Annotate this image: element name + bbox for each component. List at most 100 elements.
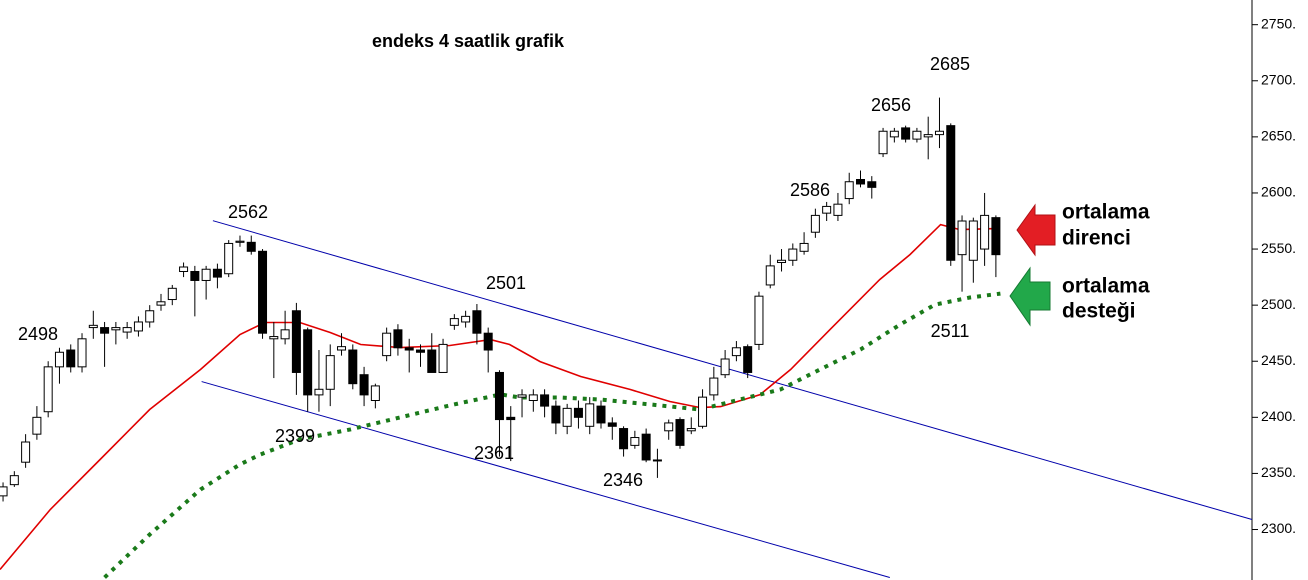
- candle-body: [788, 248, 798, 261]
- candle-body: [201, 268, 211, 281]
- candle-body: [698, 396, 708, 427]
- candle-body: [100, 327, 110, 334]
- y-tick-label: 2650.: [1261, 128, 1296, 144]
- candle-body: [325, 355, 335, 390]
- candle-body: [980, 214, 990, 250]
- candle-body: [765, 265, 775, 286]
- point-label: 2501: [486, 273, 526, 293]
- point-label: 2361: [474, 443, 514, 463]
- candle-body: [133, 321, 143, 332]
- trend-line: [201, 381, 890, 579]
- candle-body: [607, 422, 617, 427]
- annotation: desteği: [1062, 300, 1136, 323]
- moving-average: [0, 223, 996, 571]
- candle-body: [912, 130, 922, 140]
- trend-line: [212, 220, 1253, 521]
- candle-body: [686, 428, 696, 432]
- candle-body: [641, 433, 651, 461]
- candle-body: [0, 486, 8, 497]
- point-label: 2656: [871, 95, 911, 115]
- point-label: 2498: [18, 324, 58, 344]
- candle-body: [957, 220, 967, 256]
- candle-body: [314, 388, 324, 396]
- y-tick-label: 2500.: [1261, 296, 1296, 312]
- candle-body: [483, 332, 493, 351]
- candle-body: [43, 366, 53, 413]
- candle-body: [291, 310, 301, 373]
- y-tick-label: 2350.: [1261, 464, 1296, 480]
- candle-body: [66, 349, 76, 368]
- candle-body: [224, 242, 234, 275]
- candle-body: [596, 405, 606, 424]
- candle-body: [472, 310, 482, 334]
- candle-body: [404, 347, 414, 351]
- candle-body: [799, 242, 809, 252]
- candle-body: [303, 329, 313, 396]
- y-tick-label: 2750.: [1261, 15, 1296, 31]
- candle-body: [731, 347, 741, 357]
- candle-body: [348, 349, 358, 385]
- candle-body: [246, 241, 256, 252]
- candle-body: [551, 405, 561, 424]
- point-label: 2511: [931, 321, 970, 341]
- candle-body: [901, 127, 911, 140]
- candle-body: [54, 351, 64, 368]
- candle-body: [675, 419, 685, 446]
- candle-body: [145, 310, 155, 323]
- candle-body: [867, 181, 877, 188]
- candle-body: [461, 315, 471, 323]
- point-label: 2586: [790, 180, 830, 200]
- candle-body: [9, 475, 19, 486]
- candle-body: [923, 134, 933, 138]
- candle-body: [280, 329, 290, 340]
- candle-body: [32, 416, 42, 435]
- candle-body: [810, 214, 820, 233]
- candle-body: [77, 338, 87, 368]
- candle-body: [517, 394, 527, 398]
- point-label: 2346: [603, 470, 643, 490]
- candle-body: [856, 178, 866, 185]
- candle-body: [777, 259, 787, 264]
- candle-body: [21, 441, 31, 463]
- candle-body: [88, 324, 98, 329]
- candle-body: [156, 301, 166, 306]
- candle-body: [833, 203, 843, 216]
- candle-body: [743, 346, 753, 373]
- candle-body: [393, 329, 403, 349]
- candle-body: [528, 394, 538, 402]
- candle-body: [122, 327, 132, 333]
- candle-body: [359, 374, 369, 396]
- candle-body: [619, 428, 629, 450]
- candle-body: [844, 181, 854, 200]
- candle-body: [415, 349, 425, 353]
- candle-body: [562, 407, 572, 427]
- candle-body: [438, 343, 448, 373]
- candle-body: [235, 240, 245, 243]
- candle-body: [269, 336, 279, 340]
- candle-body: [258, 250, 268, 334]
- candle-body: [167, 287, 177, 301]
- candle-body: [754, 295, 764, 345]
- candle-body: [991, 217, 1001, 256]
- chart-title: endeks 4 saatlik grafik: [372, 31, 565, 51]
- y-tick-label: 2450.: [1261, 352, 1296, 368]
- annotation: direnci: [1062, 227, 1131, 250]
- candle-body: [370, 385, 380, 402]
- candle-body: [652, 459, 662, 462]
- y-tick-label: 2550.: [1261, 240, 1296, 256]
- candle-body: [212, 268, 222, 278]
- candle-body: [889, 130, 899, 138]
- y-tick-label: 2300.: [1261, 520, 1296, 536]
- candle-body: [630, 437, 640, 446]
- point-label: 2685: [930, 54, 970, 74]
- candle-body: [664, 422, 674, 432]
- point-label: 2399: [275, 426, 315, 446]
- candle-body: [878, 130, 888, 155]
- candle-body: [585, 403, 595, 427]
- moving-average: [103, 291, 1001, 579]
- candle-body: [449, 318, 459, 326]
- resistance-arrow: [1016, 203, 1056, 257]
- candle-body: [494, 371, 504, 421]
- candle-body: [822, 205, 832, 214]
